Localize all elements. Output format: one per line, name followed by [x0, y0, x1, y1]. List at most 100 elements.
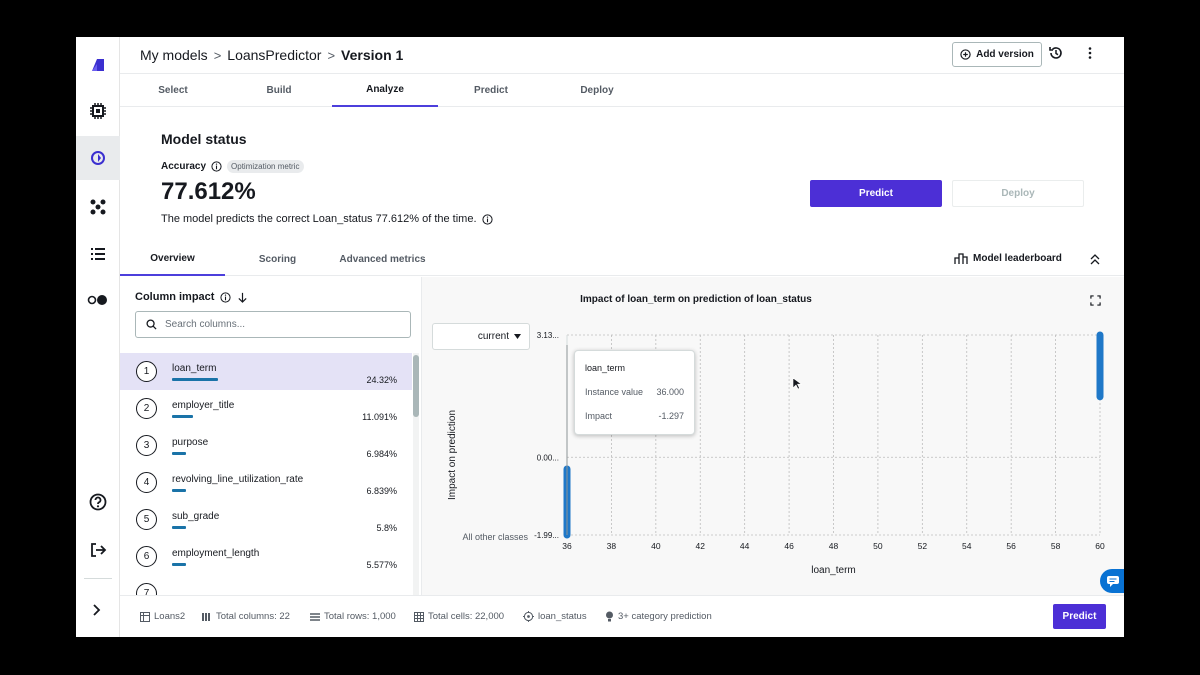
column-impact-header: Column impact: [135, 291, 248, 303]
column-name: employer_title: [172, 400, 235, 411]
scroll-thumb[interactable]: [413, 355, 419, 417]
model-leaderboard-link[interactable]: Model leaderboard: [954, 252, 1062, 265]
predict-footer-button[interactable]: Predict: [1053, 604, 1106, 629]
column-impact-title: Column impact: [135, 291, 215, 303]
columns-icon: [202, 612, 210, 621]
x-tick-label: 44: [740, 541, 750, 551]
breadcrumb-my-models[interactable]: My models: [140, 47, 208, 63]
sign-out-icon[interactable]: [76, 528, 120, 572]
column-rank: 3: [136, 435, 157, 456]
add-version-button[interactable]: Add version: [952, 42, 1042, 67]
tab-scoring[interactable]: Scoring: [258, 253, 297, 265]
step-predict[interactable]: Predict: [474, 85, 508, 96]
ml-ops-icon[interactable]: [76, 185, 120, 229]
header: My models > LoansPredictor > Version 1 A…: [120, 37, 1124, 74]
column-name: revolving_line_utilization_rate: [172, 474, 304, 485]
deploy-button[interactable]: Deploy: [952, 180, 1084, 207]
more-options-icon[interactable]: [1082, 45, 1098, 66]
canvas-logo-icon[interactable]: [76, 43, 120, 87]
x-tick-label: 52: [918, 541, 928, 551]
x-tick-label: 36: [562, 541, 572, 551]
toggle-icon[interactable]: [76, 278, 120, 322]
models-icon[interactable]: [76, 136, 120, 180]
footer-dataset-name: Loans2: [154, 611, 186, 622]
sort-arrow-down-icon[interactable]: [237, 292, 248, 303]
step-select[interactable]: Select: [158, 85, 188, 96]
column-item-loan_term[interactable]: 1 loan_term 24.32%: [120, 353, 412, 390]
column-name: loan_term: [172, 363, 217, 374]
accuracy-row: Accuracy Optimization metric: [161, 160, 304, 173]
chat-icon[interactable]: [1100, 569, 1124, 593]
column-impact-bar: [172, 415, 193, 418]
info-icon[interactable]: [481, 213, 493, 225]
step-analyze[interactable]: Analyze: [332, 74, 438, 107]
x-tick-label: 40: [651, 541, 661, 551]
predict-button[interactable]: Predict: [810, 180, 942, 207]
step-build[interactable]: Build: [266, 85, 292, 96]
expand-rail-icon[interactable]: [89, 603, 103, 622]
footer-total-columns: Total columns: 22: [202, 611, 290, 622]
info-icon[interactable]: [211, 161, 222, 172]
breadcrumb: My models > LoansPredictor > Version 1: [140, 47, 403, 63]
column-item-employment_length[interactable]: 6 employment_length 5.577%: [120, 538, 412, 575]
column-item-revolving_line_utilization_rate[interactable]: 4 revolving_line_utilization_rate 6.839%: [120, 464, 412, 501]
list-icon[interactable]: [76, 232, 120, 276]
x-tick-label: 50: [873, 541, 883, 551]
column-rank: 1: [136, 361, 157, 382]
impact-chart: 36 38 40 42 44 46 48 50 52 54 56 58 60 3.13... 0.00...…: [447, 331, 1105, 576]
column-impact-bar: [172, 526, 186, 529]
column-impact-percent: 5.577%: [366, 560, 397, 570]
chip-icon[interactable]: [76, 89, 120, 133]
y-axis-title: Impact on prediction: [447, 410, 458, 500]
info-icon[interactable]: [220, 291, 232, 303]
target-icon: [523, 611, 534, 622]
column-impact-bar: [172, 563, 186, 566]
accuracy-description: The model predicts the correct Loan_stat…: [161, 213, 493, 225]
caret-down-icon: [514, 334, 521, 339]
column-rank: 5: [136, 509, 157, 530]
app-window: My models > LoansPredictor > Version 1 A…: [76, 37, 1124, 637]
history-icon[interactable]: [1048, 45, 1064, 66]
accuracy-value: 77.612%: [161, 178, 256, 205]
x-tick-label: 48: [829, 541, 839, 551]
fullscreen-icon[interactable]: [1090, 293, 1101, 311]
breadcrumb-loanspredictor[interactable]: LoansPredictor: [227, 47, 322, 63]
tooltip-impact-value: -1.297: [658, 411, 684, 421]
column-impact-bar: [172, 452, 186, 455]
x-tick-label: 56: [1006, 541, 1016, 551]
add-version-label: Add version: [976, 49, 1034, 60]
collapse-icon[interactable]: [1090, 253, 1100, 271]
search-box: [135, 311, 411, 338]
accuracy-label: Accuracy: [161, 161, 207, 172]
tab-advanced-metrics[interactable]: Advanced metrics: [339, 253, 426, 265]
tab-overview[interactable]: Overview: [120, 242, 225, 276]
left-rail: [76, 37, 120, 637]
table-icon: [140, 611, 150, 622]
class-select[interactable]: current: [432, 323, 530, 350]
column-item-row-7[interactable]: 7: [120, 575, 412, 595]
x-tick-label: 42: [696, 541, 706, 551]
breadcrumb-chevron-icon: >: [213, 47, 222, 63]
column-item-sub_grade[interactable]: 5 sub_grade 5.8%: [120, 501, 412, 538]
column-list-scrollbar[interactable]: [413, 353, 419, 595]
class-select-value: current: [477, 331, 509, 342]
column-item-employer_title[interactable]: 2 employer_title 11.091%: [120, 390, 412, 427]
model-status-title: Model status: [161, 131, 247, 147]
optimization-metric-badge: Optimization metric: [227, 160, 304, 173]
help-icon[interactable]: [76, 480, 120, 524]
mouse-cursor-icon: [792, 377, 803, 390]
footer-total-columns-text: Total columns: 22: [216, 611, 290, 622]
footer-total-rows: Total rows: 1,000: [310, 611, 396, 622]
step-deploy[interactable]: Deploy: [580, 85, 614, 96]
column-rank: 6: [136, 546, 157, 567]
rail-divider: [84, 578, 112, 579]
x-tick-label: 38: [607, 541, 617, 551]
column-item-purpose[interactable]: 3 purpose 6.984%: [120, 427, 412, 464]
footer-total-cells-text: Total cells: 22,000: [428, 611, 505, 622]
column-impact-percent: 6.984%: [366, 449, 397, 459]
search-columns-input[interactable]: [165, 319, 385, 330]
y-tick-label: 3.13...: [537, 331, 559, 340]
footer-dataset: Loans2: [140, 611, 185, 622]
footer-prediction-type-text: 3+ category prediction: [618, 611, 712, 622]
column-name: purpose: [172, 437, 209, 448]
